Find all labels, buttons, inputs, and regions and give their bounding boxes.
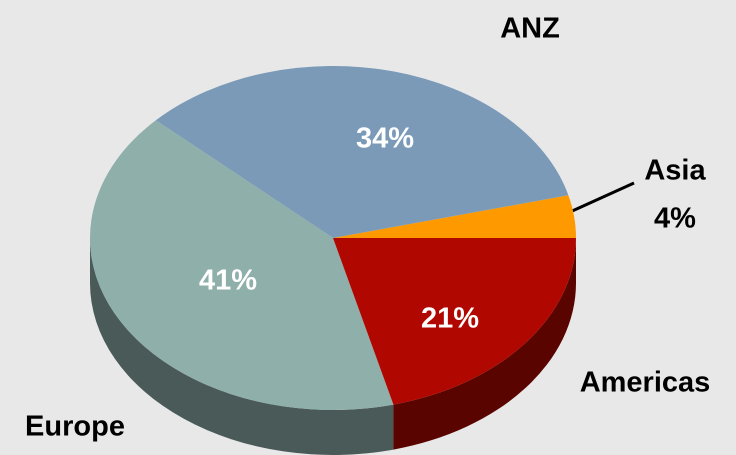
value-label: 41% xyxy=(199,265,257,297)
slice-side xyxy=(90,238,394,455)
slice xyxy=(89,120,394,411)
category-label: ANZ xyxy=(500,13,560,45)
slice-side xyxy=(393,238,576,450)
slice xyxy=(333,238,576,405)
value-label: 21% xyxy=(421,303,479,335)
value-label: 34% xyxy=(356,123,414,155)
category-label: Asia xyxy=(644,155,706,187)
slice xyxy=(333,195,576,238)
value-label: 4% xyxy=(654,203,696,235)
leader-line xyxy=(569,181,635,214)
slice xyxy=(155,65,569,238)
category-label: Europe xyxy=(25,411,125,443)
category-label: Americas xyxy=(580,367,711,399)
